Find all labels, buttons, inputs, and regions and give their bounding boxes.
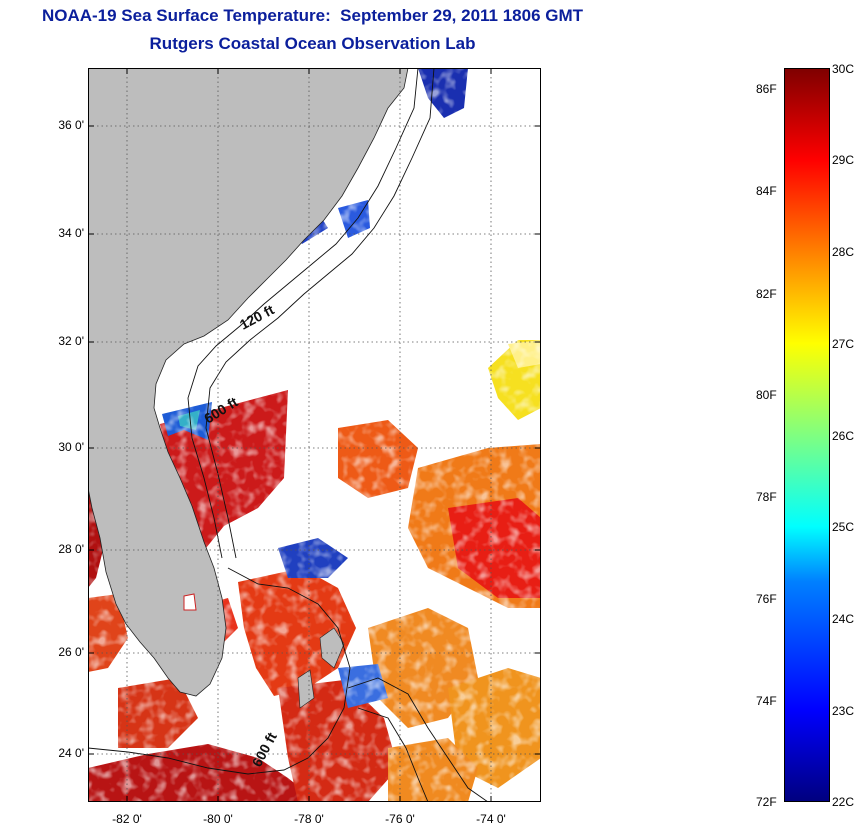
axis-ticks — [88, 68, 541, 802]
colorbar-label-22c: 22C — [832, 795, 855, 809]
colorbar-label-26c: 26C — [832, 429, 855, 443]
lat-label-30: 30 0' — [58, 440, 84, 454]
colorbar-label-78f: 78F — [756, 490, 777, 504]
colorbar-label-82f: 82F — [756, 287, 777, 301]
lon-label-80: -80 0' — [203, 812, 233, 826]
lon-label-78: -78 0' — [294, 812, 324, 826]
colorbar-label-80f: 80F — [756, 388, 777, 402]
colorbar-label-84f: 84F — [756, 184, 777, 198]
temperature-colorbar — [784, 68, 830, 802]
map-title: NOAA-19 Sea Surface Temperature: Septemb… — [41, 6, 584, 25]
lat-label-36: 36 0' — [58, 118, 84, 132]
map-subtitle: Rutgers Coastal Ocean Observation Lab — [149, 34, 476, 53]
sst-map: 120 ft 600 ft 600 ft — [88, 68, 541, 802]
colorbar-label-28c: 28C — [832, 245, 855, 259]
lat-label-32: 32 0' — [58, 334, 84, 348]
colorbar-label-76f: 76F — [756, 592, 777, 606]
colorbar-label-30c: 30C — [832, 62, 855, 76]
lon-label-74: -74 0' — [476, 812, 506, 826]
lat-label-24: 24 0' — [58, 746, 84, 760]
colorbar-label-74f: 74F — [756, 694, 777, 708]
lon-label-76: -76 0' — [385, 812, 415, 826]
colorbar-label-24c: 24C — [832, 612, 855, 626]
map-frame — [88, 68, 541, 802]
land-mass — [88, 68, 409, 709]
colorbar-label-86f: 86F — [756, 82, 777, 96]
lat-label-26: 26 0' — [58, 645, 84, 659]
lat-label-28: 28 0' — [58, 542, 84, 556]
colorbar-label-72f: 72F — [756, 795, 777, 809]
colorbar-label-25c: 25C — [832, 520, 855, 534]
colorbar-label-27c: 27C — [832, 337, 855, 351]
lat-label-34: 34 0' — [58, 226, 84, 240]
colorbar-label-29c: 29C — [832, 153, 855, 167]
colorbar-label-23c: 23C — [832, 704, 855, 718]
lon-label-82: -82 0' — [112, 812, 142, 826]
bathymetry-contours — [88, 68, 489, 802]
graticule — [88, 68, 541, 802]
